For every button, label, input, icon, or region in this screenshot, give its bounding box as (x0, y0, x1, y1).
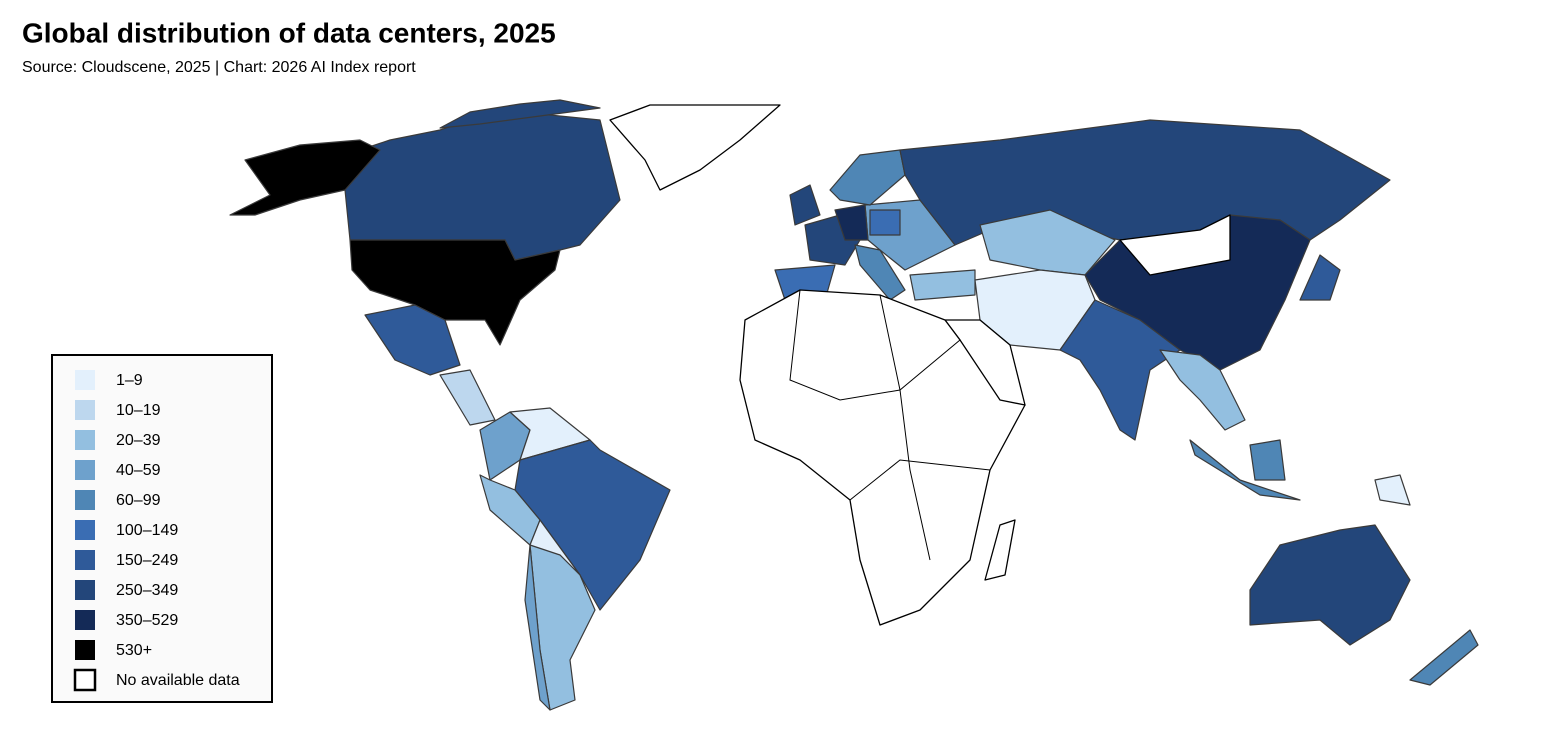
country (364, 304, 461, 376)
legend-swatch (73, 668, 97, 692)
country (829, 149, 906, 206)
subtitle: Source: Cloudscene, 2025 | Chart: 2026 A… (22, 59, 416, 76)
country (1249, 439, 1286, 481)
country (1249, 524, 1411, 646)
legend-swatch (75, 610, 95, 630)
country (439, 99, 601, 129)
country (344, 109, 621, 261)
country (789, 184, 821, 226)
country (1374, 474, 1411, 506)
country (1409, 629, 1479, 686)
country (609, 104, 781, 191)
country (854, 244, 906, 301)
country (1159, 349, 1246, 431)
legend-swatch (75, 430, 95, 450)
country (1119, 214, 1231, 276)
legend-label: 350–529 (116, 612, 178, 629)
legend-label: 250–349 (116, 582, 178, 599)
legend-swatch (75, 640, 95, 660)
legend-swatch (75, 580, 95, 600)
legend-label: 40–59 (116, 462, 161, 479)
country (869, 209, 901, 236)
legend-swatch (75, 370, 95, 390)
country (909, 269, 976, 301)
country (739, 289, 1026, 626)
legend: 1–9 10–19 20–39 40–59 60–99 100–149 150–249 250… (73, 370, 240, 692)
country (349, 239, 561, 346)
legend-label: 150–249 (116, 552, 178, 569)
border (849, 459, 991, 501)
country (984, 519, 1016, 581)
legend-swatch (75, 400, 95, 420)
country (524, 544, 551, 711)
country (899, 119, 1391, 246)
country (1299, 254, 1341, 301)
country (1059, 299, 1181, 441)
legend-label: 1–9 (116, 372, 143, 389)
border (879, 294, 931, 561)
legend-label: 100–149 (116, 522, 178, 539)
country (229, 139, 381, 216)
legend-swatch (75, 460, 95, 480)
legend-label: 60–99 (116, 492, 161, 509)
legend-label: 530+ (116, 642, 152, 659)
legend-label: 20–39 (116, 432, 161, 449)
countries (229, 99, 1479, 711)
legend-swatch (75, 490, 95, 510)
legend-label: 10–19 (116, 402, 161, 419)
country (1189, 439, 1301, 501)
legend-swatch (75, 520, 95, 540)
title: Global distribution of data centers, 202… (22, 17, 556, 48)
country (834, 204, 869, 241)
border (789, 289, 961, 401)
country (439, 369, 496, 426)
legend-label: No available data (116, 672, 240, 689)
legend-swatch (75, 550, 95, 570)
